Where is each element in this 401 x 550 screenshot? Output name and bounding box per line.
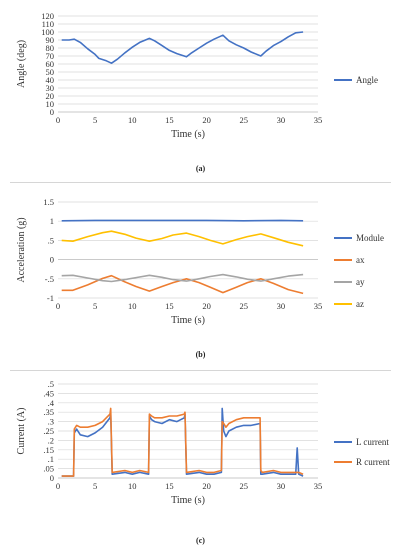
y-tick-label: .4 bbox=[48, 398, 55, 408]
y-tick-label: .15 bbox=[43, 445, 54, 455]
y-tick-label: 110 bbox=[42, 19, 54, 29]
series-line-angle bbox=[61, 31, 304, 65]
legend-label: Angle bbox=[356, 75, 378, 85]
y-tick-label: -.5 bbox=[45, 274, 54, 284]
x-tick-label: 5 bbox=[93, 115, 97, 125]
y-tick-label: 1 bbox=[50, 216, 54, 226]
y-tick-label: .5 bbox=[48, 379, 54, 389]
series-line-r-current bbox=[61, 407, 304, 477]
x-tick-label: 35 bbox=[314, 481, 323, 491]
y-tick-label: 0 bbox=[50, 107, 54, 117]
x-tick-label: 30 bbox=[277, 115, 286, 125]
series-line-az bbox=[61, 230, 304, 247]
x-tick-label: 25 bbox=[239, 301, 248, 311]
x-tick-label: 35 bbox=[314, 301, 323, 311]
x-tick-label: 15 bbox=[165, 301, 174, 311]
y-tick-label: 60 bbox=[46, 59, 55, 69]
y-tick-label: 10 bbox=[46, 99, 55, 109]
legend-label: ay bbox=[356, 277, 365, 287]
y-tick-label: 30 bbox=[46, 83, 55, 93]
legend-label: Module bbox=[356, 233, 384, 243]
x-tick-label: 25 bbox=[239, 481, 248, 491]
y-tick-label: 40 bbox=[46, 75, 55, 85]
x-tick-label: 15 bbox=[165, 115, 174, 125]
x-tick-label: 5 bbox=[93, 481, 97, 491]
current-chart: 0.05.1.15.2.25.3.35.4.45.5 0 5 10 15 20 25 30 35… bbox=[16, 379, 390, 506]
y-axis-title: Current (A) bbox=[16, 408, 27, 455]
legend-label: az bbox=[356, 299, 364, 309]
x-tick-label: 20 bbox=[202, 481, 211, 491]
x-tick-label: 20 bbox=[202, 301, 211, 311]
x-tick-label: 0 bbox=[56, 301, 60, 311]
y-tick-label: .25 bbox=[43, 426, 54, 436]
y-tick-label: 50 bbox=[46, 67, 55, 77]
y-tick-label: .3 bbox=[48, 417, 54, 427]
x-tick-label: 30 bbox=[277, 301, 286, 311]
x-tick-label: 20 bbox=[202, 115, 211, 125]
y-tick-label: .5 bbox=[48, 235, 54, 245]
y-tick-label: 100 bbox=[41, 27, 54, 37]
y-tick-label: 80 bbox=[46, 43, 55, 53]
legend-label: R current bbox=[356, 457, 390, 467]
y-tick-label: .45 bbox=[43, 388, 54, 398]
y-tick-label: .2 bbox=[48, 435, 54, 445]
y-tick-label: .05 bbox=[43, 464, 54, 474]
y-tick-label: 0 bbox=[50, 255, 54, 265]
x-tick-label: 10 bbox=[128, 301, 137, 311]
acceleration-chart: -1 -.5 0 .5 1 1.5 0 5 10 15 20 25 30 35 Time (s) Accele… bbox=[16, 197, 384, 326]
separator bbox=[10, 182, 391, 183]
x-tick-label: 10 bbox=[128, 115, 137, 125]
y-axis-title: Acceleration (g) bbox=[16, 217, 27, 282]
x-tick-label: 5 bbox=[93, 301, 97, 311]
series-line-ax bbox=[61, 274, 304, 295]
x-tick-label: 10 bbox=[128, 481, 137, 491]
chart-panel-a: 0 10 20 30 40 50 60 70 80 90 100 110 120 0 5 10 15 20 25 30… bbox=[0, 0, 401, 173]
y-tick-label: 0 bbox=[50, 473, 54, 483]
y-tick-label: 90 bbox=[46, 35, 55, 45]
caption-b: (b) bbox=[195, 350, 206, 359]
caption-c: (c) bbox=[196, 536, 205, 545]
y-tick-label: 1.5 bbox=[43, 197, 54, 207]
series-line-l-current bbox=[61, 407, 304, 477]
y-axis-title: Angle (deg) bbox=[16, 40, 27, 88]
y-tick-label: 20 bbox=[46, 91, 55, 101]
caption-a: (a) bbox=[195, 164, 206, 173]
x-axis-title: Time (s) bbox=[171, 315, 205, 326]
series-line-ay bbox=[61, 273, 304, 283]
y-tick-label: .1 bbox=[48, 454, 54, 464]
y-tick-label: -1 bbox=[47, 293, 54, 303]
x-axis-title: Time (s) bbox=[171, 495, 205, 506]
x-tick-label: 0 bbox=[56, 115, 60, 125]
y-tick-label: 70 bbox=[46, 51, 55, 61]
legend-label: L current bbox=[356, 437, 389, 447]
y-tick-label: 120 bbox=[41, 11, 54, 21]
x-axis-title: Time (s) bbox=[171, 129, 205, 140]
x-tick-label: 15 bbox=[165, 481, 174, 491]
x-tick-label: 35 bbox=[314, 115, 323, 125]
x-tick-label: 30 bbox=[277, 481, 286, 491]
chart-panel-c: 0.05.1.15.2.25.3.35.4.45.5 0 5 10 15 20 25 30 35… bbox=[0, 374, 401, 550]
separator bbox=[10, 370, 391, 371]
x-tick-label: 25 bbox=[239, 115, 248, 125]
legend-label: ax bbox=[356, 255, 365, 265]
chart-panel-b: -1 -.5 0 .5 1 1.5 0 5 10 15 20 25 30 35 Time (s) Accele… bbox=[0, 186, 401, 362]
y-tick-label: .35 bbox=[43, 407, 54, 417]
x-tick-label: 0 bbox=[56, 481, 60, 491]
